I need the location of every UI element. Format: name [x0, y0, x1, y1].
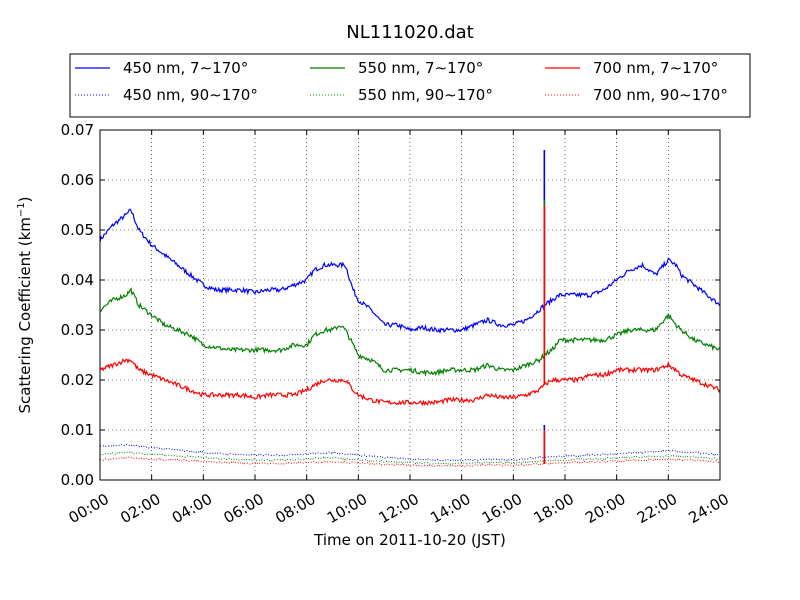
y-axis-label-exponent: −1 [16, 202, 27, 217]
y-tick-label: 0.00 [61, 471, 94, 489]
y-axis-label-close: ) [16, 196, 34, 202]
legend-label: 550 nm, 90∼170° [358, 86, 493, 104]
y-tick-label: 0.02 [61, 371, 94, 389]
y-tick-label: 0.01 [61, 421, 94, 439]
y-tick-label: 0.06 [61, 171, 94, 189]
legend: 450 nm, 7∼170° 550 nm, 7∼170° 700 nm, 7∼17… [69, 53, 751, 118]
x-axis-label: Time on 2011-10-20 (JST) [313, 531, 506, 549]
legend-label: 450 nm, 7∼170° [123, 59, 248, 77]
legend-label: 700 nm, 90∼170° [593, 86, 728, 104]
y-tick-label: 0.03 [61, 321, 94, 339]
series-line [99, 451, 721, 466]
series-line [99, 208, 721, 335]
legend-label: 700 nm, 7∼170° [593, 59, 718, 77]
legend-label: 450 nm, 90∼170° [123, 86, 258, 104]
series-line [99, 287, 721, 377]
y-axis-label: Scattering Coefficient (km−1) [16, 196, 34, 413]
series-line [99, 358, 721, 407]
legend-box [69, 53, 751, 118]
y-tick-label: 0.04 [61, 271, 94, 289]
y-tick-label: 0.07 [61, 121, 94, 139]
series-layer [99, 150, 721, 468]
legend-label: 550 nm, 7∼170° [358, 59, 483, 77]
chart-title: NL111020.dat [346, 22, 473, 43]
y-tick-label: 0.05 [61, 221, 94, 239]
y-axis-label-main: Scattering Coefficient (km [16, 217, 34, 413]
